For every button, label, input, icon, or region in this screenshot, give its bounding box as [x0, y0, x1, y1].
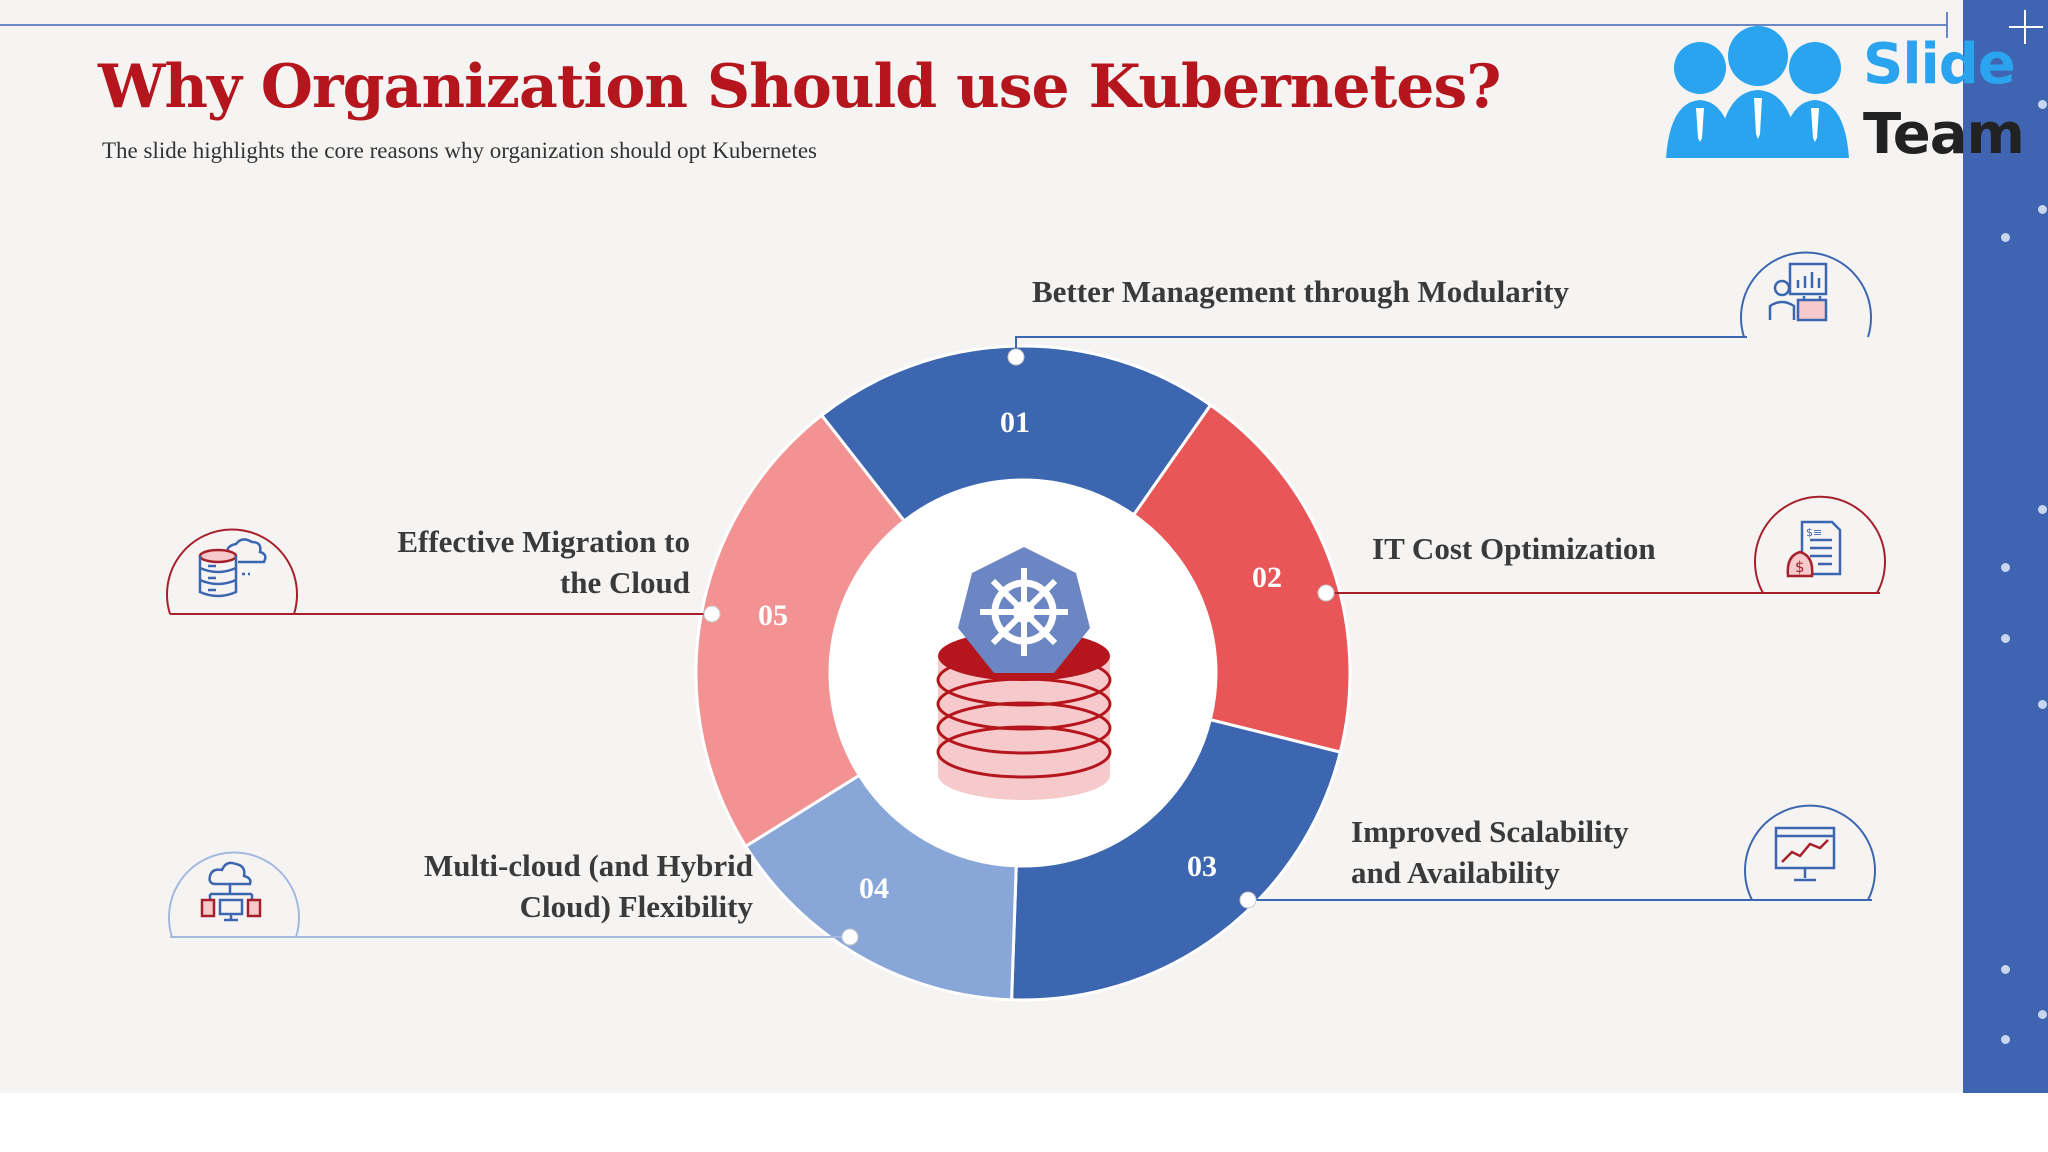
svg-text:$≡: $≡	[1806, 526, 1822, 539]
reason-label-01-line: Better Management through Modularity	[1032, 274, 1569, 309]
slideteam-logo: Slide Team	[1660, 26, 2025, 167]
ring-segment-02	[1131, 403, 1352, 754]
ring-segment-04	[743, 773, 1018, 1002]
sidebar-dot	[2001, 563, 2010, 572]
reason-label-04-line: Multi-cloud (and Hybrid	[424, 848, 753, 883]
segment-number-03: 03	[1187, 850, 1217, 883]
reasons-ring-diagram: 01 02 03 04 05	[166, 251, 1886, 1002]
segment-number-02: 02	[1252, 561, 1282, 594]
leader-dot-03	[1239, 891, 1257, 909]
reason-label-03: Improved Scalability and Availability	[1351, 811, 1629, 893]
reason-label-02: IT Cost Optimization	[1372, 528, 1656, 569]
icon-circle-01	[1740, 251, 1872, 338]
cloud-network-icon	[200, 861, 262, 922]
monitor-chart-icon	[1774, 826, 1836, 882]
slide-title: Why Organization Should use Kubernetes?	[98, 52, 1501, 122]
reason-label-05-line: Effective Migration to	[397, 524, 690, 559]
sidebar-dot	[2038, 205, 2047, 214]
ring-segment-01	[819, 344, 1213, 524]
reason-label-04-line: Cloud) Flexibility	[519, 889, 753, 924]
segment-number-01: 01	[1000, 406, 1030, 439]
reason-label-03-line: Improved Scalability	[1351, 814, 1629, 849]
slide-subtitle: The slide highlights the core reasons wh…	[102, 138, 817, 163]
leader-dot-05	[703, 605, 721, 623]
segment-number-05: 05	[758, 599, 788, 632]
reason-label-05-line: the Cloud	[559, 565, 690, 600]
logo-text-slide: Slide	[1863, 32, 2016, 97]
sidebar-dot	[2001, 233, 2010, 242]
sidebar-dot	[2001, 1035, 2010, 1044]
leader-dot-01	[1007, 348, 1025, 366]
crosshair-icon	[2009, 10, 2043, 44]
kubernetes-database-icon	[936, 547, 1112, 800]
slide: Why Organization Should use Kubernetes? …	[0, 0, 2048, 1093]
icon-circle-04	[168, 851, 300, 938]
sidebar-dot	[2038, 1010, 2047, 1019]
reason-label-04: Multi-cloud (and Hybrid Cloud) Flexibili…	[424, 845, 753, 927]
sidebar-dot	[2038, 505, 2047, 514]
reason-label-02-line: IT Cost Optimization	[1372, 531, 1656, 566]
reason-label-03-line: and Availability	[1351, 855, 1560, 890]
top-rule	[0, 24, 1946, 26]
ring-segment-03	[1010, 717, 1343, 1002]
reason-label-01: Better Management through Modularity	[1032, 271, 1569, 312]
sidebar-dot	[2001, 634, 2010, 643]
logo-text-team: Team	[1863, 102, 2025, 167]
segment-number-04: 04	[859, 872, 889, 905]
sidebar-accent	[1963, 0, 2048, 1093]
top-tick	[1946, 12, 1948, 38]
svg-text:$: $	[1795, 558, 1805, 576]
cost-document-icon: $≡ $	[1786, 520, 1842, 578]
leader-dot-02	[1317, 584, 1335, 602]
icon-circle-03	[1744, 804, 1876, 901]
sidebar-dot	[2038, 100, 2047, 109]
leader-line-01	[1015, 336, 1747, 357]
management-dashboard-icon	[1768, 262, 1828, 322]
reason-label-05: Effective Migration to the Cloud	[397, 521, 690, 603]
icon-circle-05	[166, 528, 298, 615]
sidebar-dot	[2038, 700, 2047, 709]
icon-circle-02	[1754, 495, 1886, 594]
cloud-server-icon	[198, 538, 267, 598]
leader-dot-04	[841, 928, 859, 946]
people-logo-icon	[1666, 26, 1849, 158]
ring-segment-05	[694, 413, 907, 849]
sidebar-dot	[2001, 965, 2010, 974]
